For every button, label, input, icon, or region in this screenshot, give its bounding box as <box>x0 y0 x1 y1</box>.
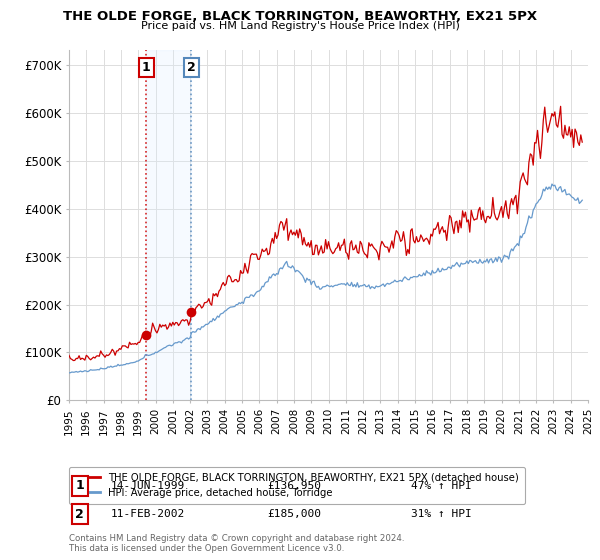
Text: 1: 1 <box>142 61 151 74</box>
Legend: THE OLDE FORGE, BLACK TORRINGTON, BEAWORTHY, EX21 5PX (detached house), HPI: Ave: THE OLDE FORGE, BLACK TORRINGTON, BEAWOR… <box>69 466 524 503</box>
Text: 2: 2 <box>76 507 84 521</box>
Text: 1: 1 <box>76 479 84 492</box>
Text: Price paid vs. HM Land Registry's House Price Index (HPI): Price paid vs. HM Land Registry's House … <box>140 21 460 31</box>
Text: 47% ↑ HPI: 47% ↑ HPI <box>411 480 472 491</box>
Text: 11-FEB-2002: 11-FEB-2002 <box>111 509 185 519</box>
Text: £136,950: £136,950 <box>267 480 321 491</box>
Text: THE OLDE FORGE, BLACK TORRINGTON, BEAWORTHY, EX21 5PX: THE OLDE FORGE, BLACK TORRINGTON, BEAWOR… <box>63 10 537 22</box>
Text: 2: 2 <box>187 61 196 74</box>
Text: £185,000: £185,000 <box>267 509 321 519</box>
Bar <box>146 50 191 400</box>
Text: 14-JUN-1999: 14-JUN-1999 <box>111 480 185 491</box>
Text: Contains HM Land Registry data © Crown copyright and database right 2024.
This d: Contains HM Land Registry data © Crown c… <box>69 534 404 553</box>
Text: 31% ↑ HPI: 31% ↑ HPI <box>411 509 472 519</box>
